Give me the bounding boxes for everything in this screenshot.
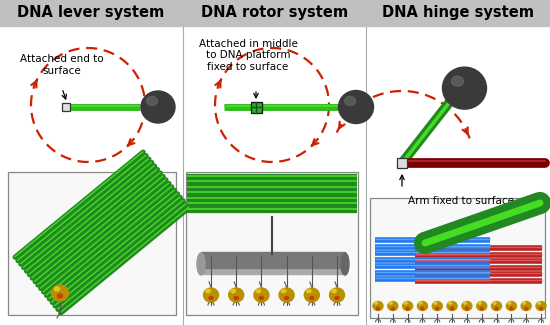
- Bar: [186, 172, 358, 315]
- Text: DNA lever system: DNA lever system: [18, 6, 164, 20]
- Ellipse shape: [260, 296, 263, 300]
- Ellipse shape: [464, 302, 466, 304]
- Ellipse shape: [282, 289, 286, 293]
- Bar: [201, 268, 345, 274]
- Ellipse shape: [540, 307, 542, 310]
- Ellipse shape: [389, 302, 392, 304]
- Ellipse shape: [388, 302, 398, 310]
- Ellipse shape: [525, 307, 527, 310]
- Ellipse shape: [406, 307, 409, 310]
- Text: Attached in middle
to DNA platform
fixed to surface: Attached in middle to DNA platform fixed…: [199, 39, 298, 72]
- Ellipse shape: [492, 302, 502, 310]
- Ellipse shape: [480, 307, 483, 310]
- Ellipse shape: [391, 307, 394, 310]
- Ellipse shape: [417, 302, 427, 310]
- Ellipse shape: [462, 302, 472, 310]
- Ellipse shape: [493, 302, 496, 304]
- Ellipse shape: [432, 302, 442, 310]
- Ellipse shape: [377, 307, 380, 310]
- Ellipse shape: [338, 90, 373, 124]
- Ellipse shape: [373, 302, 383, 310]
- Bar: [201, 252, 345, 268]
- Ellipse shape: [58, 294, 63, 298]
- Ellipse shape: [449, 302, 452, 304]
- Ellipse shape: [403, 302, 412, 310]
- Ellipse shape: [536, 302, 546, 310]
- Ellipse shape: [477, 302, 487, 310]
- Text: Arm fixed to surface: Arm fixed to surface: [408, 196, 514, 206]
- Ellipse shape: [54, 287, 59, 291]
- Ellipse shape: [284, 296, 289, 300]
- Ellipse shape: [344, 97, 355, 106]
- Ellipse shape: [510, 307, 513, 310]
- Ellipse shape: [332, 289, 336, 293]
- Ellipse shape: [310, 296, 314, 300]
- Bar: [62, 103, 70, 111]
- Ellipse shape: [234, 296, 238, 300]
- Ellipse shape: [537, 302, 541, 304]
- Ellipse shape: [375, 302, 377, 304]
- Ellipse shape: [146, 97, 157, 106]
- Ellipse shape: [404, 302, 407, 304]
- Bar: [397, 158, 407, 168]
- Ellipse shape: [465, 307, 469, 310]
- Ellipse shape: [197, 253, 205, 275]
- Ellipse shape: [306, 289, 311, 293]
- Ellipse shape: [443, 67, 487, 109]
- Ellipse shape: [508, 302, 511, 304]
- Ellipse shape: [204, 288, 218, 302]
- Bar: [0, 0, 183, 26]
- Ellipse shape: [231, 289, 235, 293]
- Ellipse shape: [495, 307, 498, 310]
- Ellipse shape: [436, 307, 439, 310]
- Ellipse shape: [419, 302, 422, 304]
- Ellipse shape: [304, 288, 320, 302]
- Ellipse shape: [329, 288, 344, 302]
- Ellipse shape: [447, 302, 457, 310]
- Ellipse shape: [341, 253, 349, 275]
- Ellipse shape: [478, 302, 481, 304]
- Ellipse shape: [206, 289, 210, 293]
- Ellipse shape: [522, 302, 526, 304]
- Ellipse shape: [421, 307, 424, 310]
- Ellipse shape: [452, 76, 464, 86]
- Bar: [8, 172, 176, 315]
- Ellipse shape: [279, 288, 294, 302]
- Ellipse shape: [335, 296, 339, 300]
- Ellipse shape: [450, 307, 454, 310]
- Bar: [250, 101, 261, 112]
- Ellipse shape: [141, 91, 175, 123]
- Bar: [366, 0, 550, 26]
- Bar: [370, 198, 545, 318]
- Ellipse shape: [209, 296, 213, 300]
- Bar: [183, 0, 366, 26]
- Ellipse shape: [256, 289, 261, 293]
- Ellipse shape: [52, 285, 69, 301]
- Text: DNA hinge system: DNA hinge system: [382, 6, 534, 20]
- Text: Attached end to
surface: Attached end to surface: [20, 54, 104, 76]
- Ellipse shape: [254, 288, 269, 302]
- Ellipse shape: [521, 302, 531, 310]
- Text: DNA rotor system: DNA rotor system: [201, 6, 349, 20]
- Ellipse shape: [507, 302, 516, 310]
- Ellipse shape: [229, 288, 244, 302]
- Ellipse shape: [434, 302, 437, 304]
